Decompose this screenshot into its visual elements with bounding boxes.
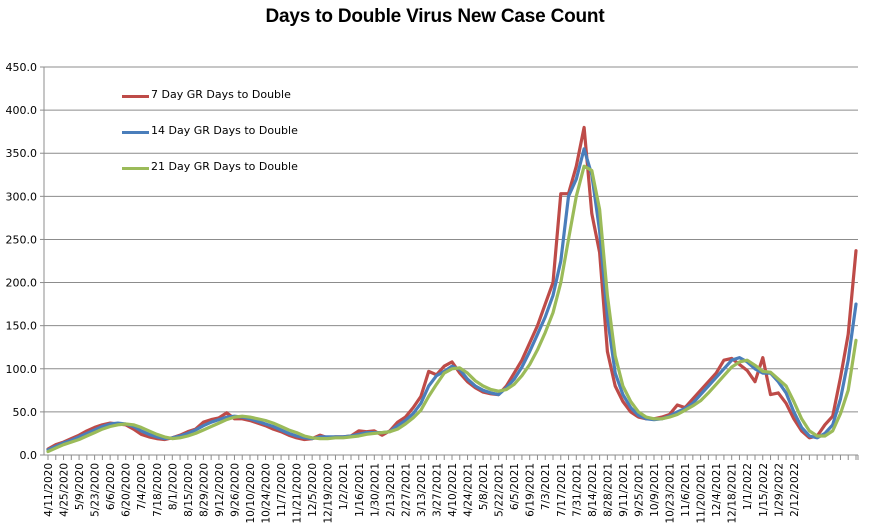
x-tick-label: 3/13/2021 bbox=[416, 463, 428, 517]
x-tick-label: 12/19/2020 bbox=[323, 463, 335, 524]
x-tick-label: 1/2/2021 bbox=[338, 463, 350, 510]
y-tick-label: 450.0 bbox=[6, 61, 38, 74]
x-tick-label: 7/31/2021 bbox=[571, 463, 583, 517]
y-tick-label: 0.0 bbox=[20, 449, 38, 462]
x-tick-label: 2/12/2022 bbox=[789, 463, 801, 517]
y-tick-label: 300.0 bbox=[6, 190, 38, 203]
x-tick-label: 10/10/2020 bbox=[245, 463, 257, 524]
x-tick-label: 1/30/2021 bbox=[369, 463, 381, 517]
x-tick-label: 11/20/2021 bbox=[696, 463, 708, 524]
y-tick-label: 350.0 bbox=[6, 147, 38, 160]
x-tick-label: 11/7/2020 bbox=[276, 463, 288, 517]
x-tick-label: 8/14/2021 bbox=[587, 463, 599, 517]
x-tick-label: 6/6/2020 bbox=[105, 463, 117, 510]
legend-label: 7 Day GR Days to Double bbox=[151, 88, 291, 101]
y-tick-label: 100.0 bbox=[6, 363, 38, 376]
x-tick-label: 6/19/2021 bbox=[525, 463, 537, 517]
x-tick-label: 8/28/2021 bbox=[602, 463, 614, 517]
x-tick-label: 5/8/2021 bbox=[478, 463, 490, 510]
x-tick-label: 7/17/2021 bbox=[556, 463, 568, 517]
x-tick-label: 4/25/2020 bbox=[59, 463, 71, 517]
legend-swatch-red bbox=[122, 95, 149, 98]
x-tick-label: 1/16/2021 bbox=[354, 463, 366, 517]
x-tick-label: 8/29/2020 bbox=[198, 463, 210, 517]
x-tick-label: 7/4/2020 bbox=[136, 463, 148, 510]
x-tick-label: 8/1/2020 bbox=[167, 463, 179, 510]
x-tick-label: 12/18/2021 bbox=[727, 463, 739, 524]
x-tick-label: 7/3/2021 bbox=[540, 463, 552, 510]
legend-item-21-day: 21 Day GR Days to Double bbox=[122, 160, 298, 196]
x-tick-label: 5/9/2020 bbox=[74, 463, 86, 510]
legend-item-7-day: 7 Day GR Days to Double bbox=[122, 88, 298, 124]
legend: 7 Day GR Days to Double 14 Day GR Days t… bbox=[122, 88, 298, 196]
legend-label: 21 Day GR Days to Double bbox=[151, 160, 298, 173]
y-tick-label: 250.0 bbox=[6, 233, 38, 246]
x-tick-label: 4/10/2021 bbox=[447, 463, 459, 517]
x-tick-label: 9/11/2021 bbox=[618, 463, 630, 517]
y-tick-label: 400.0 bbox=[6, 104, 38, 117]
x-tick-label: 10/23/2021 bbox=[665, 463, 677, 524]
series-line-14-day bbox=[46, 147, 858, 452]
x-tick-label: 1/29/2022 bbox=[773, 463, 785, 517]
x-tick-label: 9/25/2021 bbox=[633, 463, 645, 517]
x-tick-label: 1/1/2022 bbox=[742, 463, 754, 510]
x-tick-label: 8/15/2020 bbox=[183, 463, 195, 517]
chart-title: Days to Double Virus New Case Count bbox=[265, 6, 605, 27]
x-tick-label: 6/20/2020 bbox=[121, 463, 133, 517]
x-tick-label: 11/6/2021 bbox=[680, 463, 692, 517]
x-tick-label: 9/12/2020 bbox=[214, 463, 226, 517]
x-tick-label: 5/22/2021 bbox=[494, 463, 506, 517]
x-tick-label: 7/18/2020 bbox=[152, 463, 164, 517]
data-series bbox=[46, 125, 858, 454]
x-tick-label: 1/15/2022 bbox=[758, 463, 770, 517]
legend-label: 14 Day GR Days to Double bbox=[151, 124, 298, 137]
x-tick-label: 4/11/2020 bbox=[43, 463, 55, 517]
x-tick-label: 10/24/2020 bbox=[261, 463, 273, 524]
x-tick-label: 2/13/2021 bbox=[385, 463, 397, 517]
x-tick-label: 5/23/2020 bbox=[90, 463, 102, 517]
x-tick-label: 12/5/2020 bbox=[307, 463, 319, 517]
series-line-21-day bbox=[46, 164, 858, 454]
x-tick-label: 12/4/2021 bbox=[711, 463, 723, 517]
y-axis: 0.0 50.0 100.0 150.0 200.0 250.0 300.0 350.0 400… bbox=[6, 61, 45, 462]
x-tick-label: 3/27/2021 bbox=[431, 463, 443, 517]
y-tick-label: 50.0 bbox=[13, 406, 38, 419]
y-tick-label: 150.0 bbox=[6, 320, 38, 333]
legend-item-14-day: 14 Day GR Days to Double bbox=[122, 124, 298, 160]
x-tick-label: 9/26/2020 bbox=[229, 463, 241, 517]
x-tick-label: 4/24/2021 bbox=[463, 463, 475, 517]
x-tick-label: 10/9/2021 bbox=[649, 463, 661, 517]
x-tick-label: 6/5/2021 bbox=[509, 463, 521, 510]
x-tick-label: 2/27/2021 bbox=[400, 463, 412, 517]
x-tick-label: 11/21/2020 bbox=[292, 463, 304, 524]
y-tick-label: 200.0 bbox=[6, 277, 38, 290]
legend-swatch-blue bbox=[122, 131, 149, 134]
x-axis: 4/11/2020 4/25/2020 5/9/2020 5/23/2020 6/6/2… bbox=[43, 454, 859, 524]
legend-swatch-green bbox=[122, 167, 149, 170]
